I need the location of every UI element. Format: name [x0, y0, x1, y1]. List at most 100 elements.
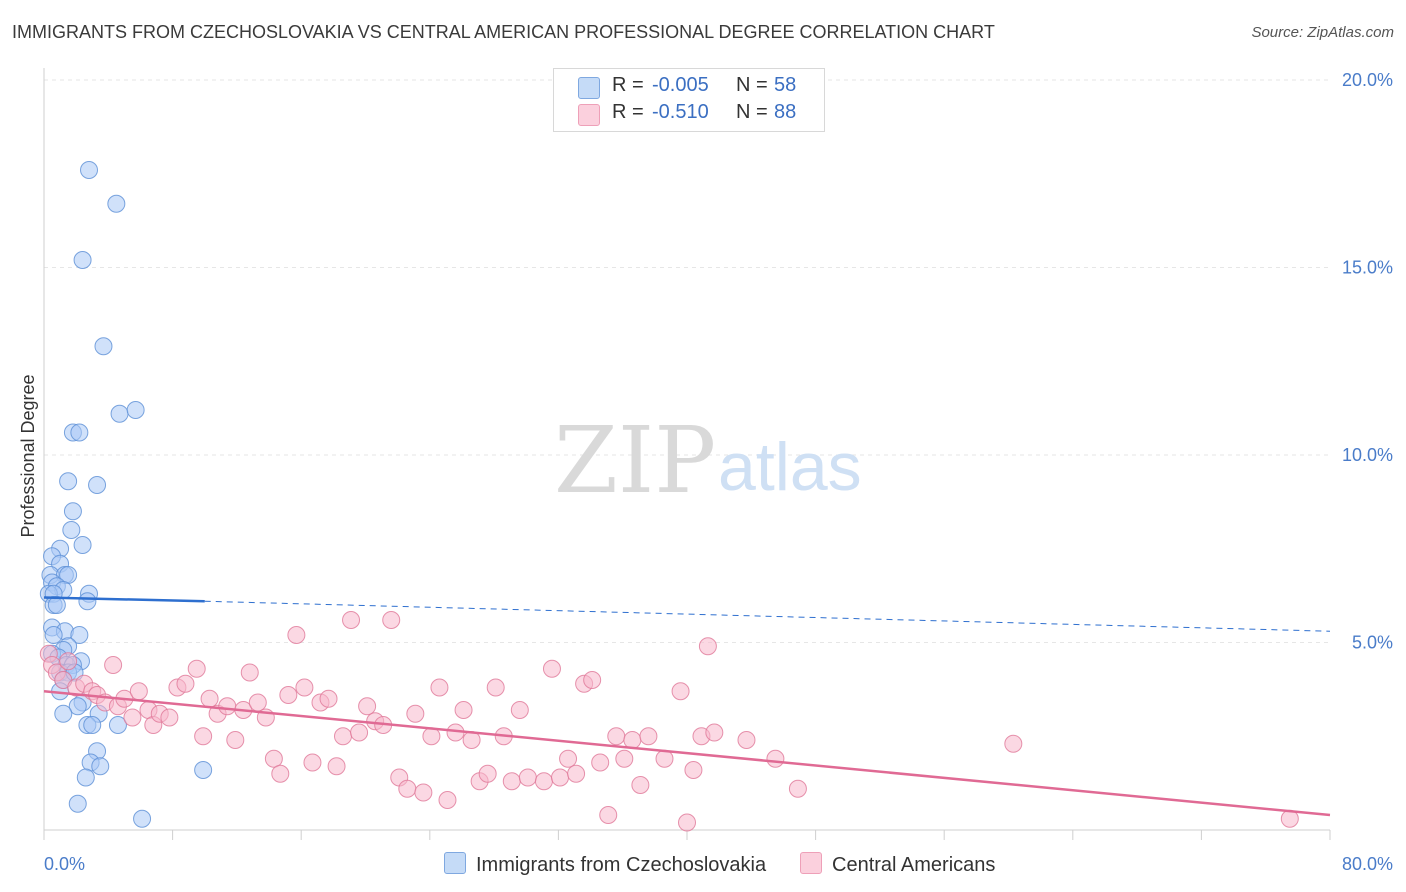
point-czechoslovakia [110, 404, 129, 423]
bottom-legend-label: Central Americans [832, 854, 996, 876]
point-central-americans [279, 686, 298, 704]
point-czechoslovakia [68, 697, 87, 716]
point-central-americans [430, 678, 449, 697]
point-central-americans [655, 749, 674, 768]
trend-line-czechoslovakia [43, 596, 205, 603]
point-czechoslovakia [78, 592, 97, 611]
legend-n-label: N = [736, 101, 768, 123]
point-czechoslovakia [88, 476, 107, 494]
point-czechoslovakia [62, 521, 81, 539]
point-central-americans [342, 611, 361, 629]
point-central-americans [333, 727, 352, 746]
watermark-atlas: atlas [718, 429, 862, 505]
points-layer [39, 161, 1299, 832]
x-tick-label: 80.0% [1342, 854, 1393, 874]
legend-n-value: 88 [774, 101, 797, 123]
point-central-americans [187, 659, 206, 678]
point-czechoslovakia [73, 536, 92, 554]
watermark: ZIP atlas [554, 407, 862, 514]
y-tick-label: 5.0% [1352, 633, 1393, 653]
point-central-americans [698, 637, 717, 656]
point-czechoslovakia [108, 716, 127, 734]
bottom-legend-swatch-blue [444, 852, 466, 874]
point-central-americans [542, 659, 561, 678]
point-central-americans [623, 731, 642, 749]
chart-source: Source: ZipAtlas.com [1251, 24, 1394, 41]
y-tick-label: 20.0% [1342, 70, 1393, 90]
trend-line-central-americans [43, 690, 1331, 817]
correlation-legend: R = -0.005 N = 58 R = -0.510 N = 88 [553, 68, 825, 132]
point-central-americans [631, 776, 650, 794]
point-czechoslovakia [68, 794, 87, 813]
point-central-americans [788, 779, 807, 798]
point-czechoslovakia [126, 401, 145, 419]
point-central-americans [303, 753, 322, 772]
point-central-americans [551, 768, 570, 787]
legend-n-value: 58 [774, 74, 797, 96]
point-czechoslovakia [70, 626, 89, 644]
point-czechoslovakia [59, 472, 78, 491]
bottom-legend-central-americans: Central Americans [800, 852, 995, 877]
legend-r-label: R = [612, 101, 644, 123]
point-central-americans [200, 689, 219, 708]
point-central-americans [264, 749, 283, 768]
y-axis-label: Professional Degree [18, 374, 38, 537]
point-czechoslovakia [54, 704, 73, 723]
point-central-americans [194, 727, 213, 746]
bottom-legend-swatch-pink [800, 852, 822, 874]
point-central-americans [737, 731, 756, 749]
watermark-zip: ZIP [554, 407, 716, 514]
point-central-americans [615, 749, 634, 768]
point-czechoslovakia [73, 251, 92, 269]
point-central-americans [510, 701, 529, 719]
chart-title: IMMIGRANTS FROM CZECHOSLOVAKIA VS CENTRA… [12, 22, 995, 42]
point-central-americans [327, 757, 346, 776]
legend-r-value: -0.510 [652, 101, 709, 123]
point-central-americans [502, 772, 521, 791]
legend-n-label: N = [736, 74, 768, 96]
point-central-americans [414, 783, 433, 802]
point-central-americans [226, 731, 245, 749]
x-tick-label: 0.0% [44, 854, 85, 874]
point-central-americans [271, 764, 290, 783]
point-central-americans [104, 656, 123, 674]
point-czechoslovakia [83, 716, 102, 734]
trend-line-czechoslovakia-extension [204, 600, 1331, 632]
point-central-americans [248, 693, 267, 712]
point-czechoslovakia [91, 757, 110, 776]
point-central-americans [454, 701, 473, 719]
point-central-americans [358, 697, 377, 716]
point-central-americans [398, 779, 417, 798]
point-central-americans [671, 682, 690, 701]
point-central-americans [438, 791, 457, 809]
legend-r-value: -0.005 [652, 74, 709, 96]
point-central-americans [486, 678, 505, 697]
legend-swatch-pink [578, 104, 600, 126]
point-central-americans [295, 678, 314, 697]
point-central-americans [766, 749, 785, 768]
point-central-americans [406, 704, 425, 723]
point-central-americans [591, 753, 610, 772]
point-central-americans [684, 761, 703, 779]
bottom-legend-czechoslovakia: Immigrants from Czechoslovakia [444, 852, 766, 877]
y-tick-label: 15.0% [1342, 258, 1393, 278]
bottom-legend-label: Immigrants from Czechoslovakia [476, 854, 767, 876]
point-central-americans [319, 689, 338, 708]
point-czechoslovakia [194, 761, 213, 779]
point-central-americans [599, 806, 618, 824]
point-central-americans [705, 723, 724, 742]
point-central-americans [1004, 734, 1023, 753]
point-central-americans [240, 663, 259, 682]
trend-layer [43, 596, 1331, 817]
point-czechoslovakia [63, 502, 82, 521]
point-czechoslovakia [94, 337, 113, 356]
point-central-americans [382, 611, 401, 629]
point-czechoslovakia [107, 194, 126, 213]
point-central-americans [518, 768, 537, 787]
point-central-americans [218, 697, 237, 716]
point-czechoslovakia [47, 596, 66, 614]
legend-swatch-blue [578, 77, 600, 99]
point-czechoslovakia [76, 768, 95, 787]
legend-r-label: R = [612, 74, 644, 96]
